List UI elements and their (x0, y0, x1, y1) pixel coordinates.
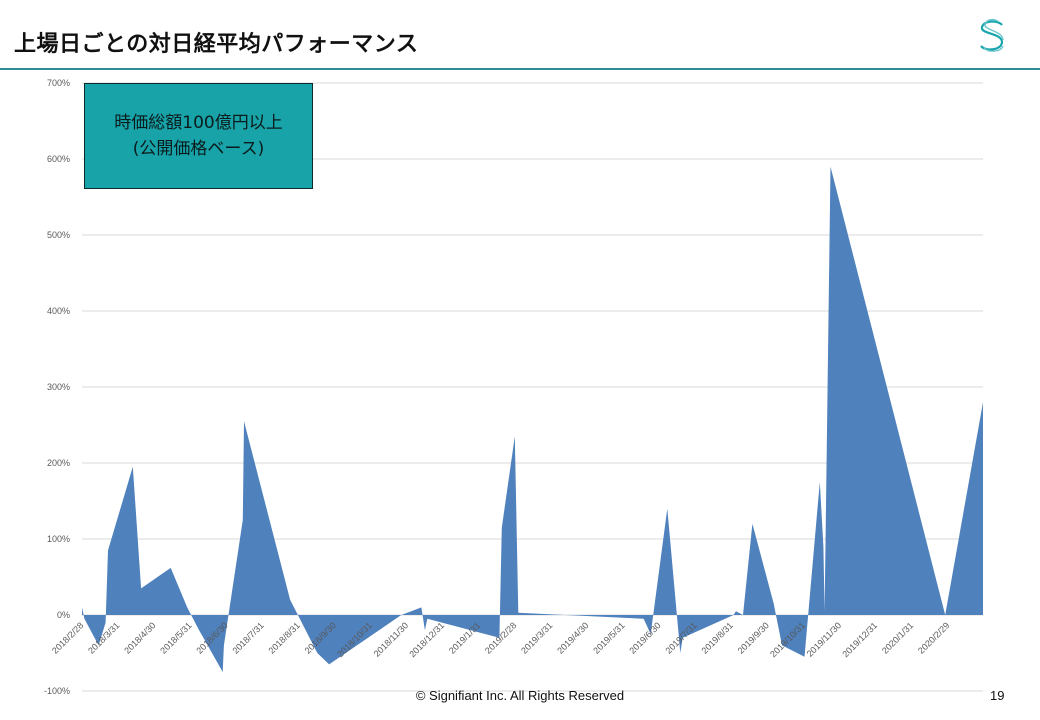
x-tick-label: 2019/6/30 (627, 620, 662, 655)
copyright-footer: © Signifiant Inc. All Rights Reserved (415, 688, 625, 703)
x-tick-label: 2018/12/31 (407, 620, 446, 659)
chart-annotation-box: 時価総額100億円以上 (公開価格ベース) (84, 83, 313, 189)
area-series (82, 166, 983, 672)
y-tick-label: 700% (47, 78, 70, 88)
x-tick-label: 2018/8/31 (267, 620, 302, 655)
x-tick-label: 2019/9/30 (736, 620, 771, 655)
y-axis-ticks: -100% 0% 100% 200% 300% 400% 500% 600% 700% (44, 78, 70, 696)
annotation-line-2: (公開価格ベース) (132, 139, 265, 159)
x-tick-label: 2019/5/31 (591, 620, 626, 655)
x-tick-label: 2019/12/31 (840, 620, 879, 659)
page-title: 上場日ごとの対日経平均パフォーマンス (14, 32, 419, 57)
x-tick-label: 2020/1/31 (880, 620, 915, 655)
y-tick-label: 500% (47, 230, 70, 240)
x-tick-label: 2020/2/29 (916, 620, 951, 655)
y-tick-label: 300% (47, 382, 70, 392)
y-tick-label: 600% (47, 154, 70, 164)
annotation-line-1: 時価総額100億円以上 (114, 113, 283, 133)
x-tick-label: 2018/7/31 (230, 620, 265, 655)
x-tick-label: 2018/5/31 (158, 620, 193, 655)
page-number: 19 (990, 688, 1005, 703)
x-tick-label: 2018/2/28 (50, 620, 85, 655)
y-tick-label: 200% (47, 458, 70, 468)
series-area (82, 166, 983, 672)
y-tick-label: 100% (47, 534, 70, 544)
x-tick-label: 2019/11/30 (805, 620, 843, 658)
y-tick-label: -100% (44, 686, 70, 696)
x-axis-ticks: 2018/2/28 2018/3/31 2018/4/30 2018/5/31 2018… (50, 620, 951, 659)
y-tick-label: 0% (57, 610, 70, 620)
x-tick-label: 2018/4/30 (122, 620, 157, 655)
title-divider (0, 68, 1040, 70)
x-tick-label: 2019/4/30 (555, 620, 590, 655)
x-tick-label: 2019/3/31 (519, 620, 554, 655)
y-tick-label: 400% (47, 306, 70, 316)
signifiant-s-logo-icon (980, 18, 1004, 52)
